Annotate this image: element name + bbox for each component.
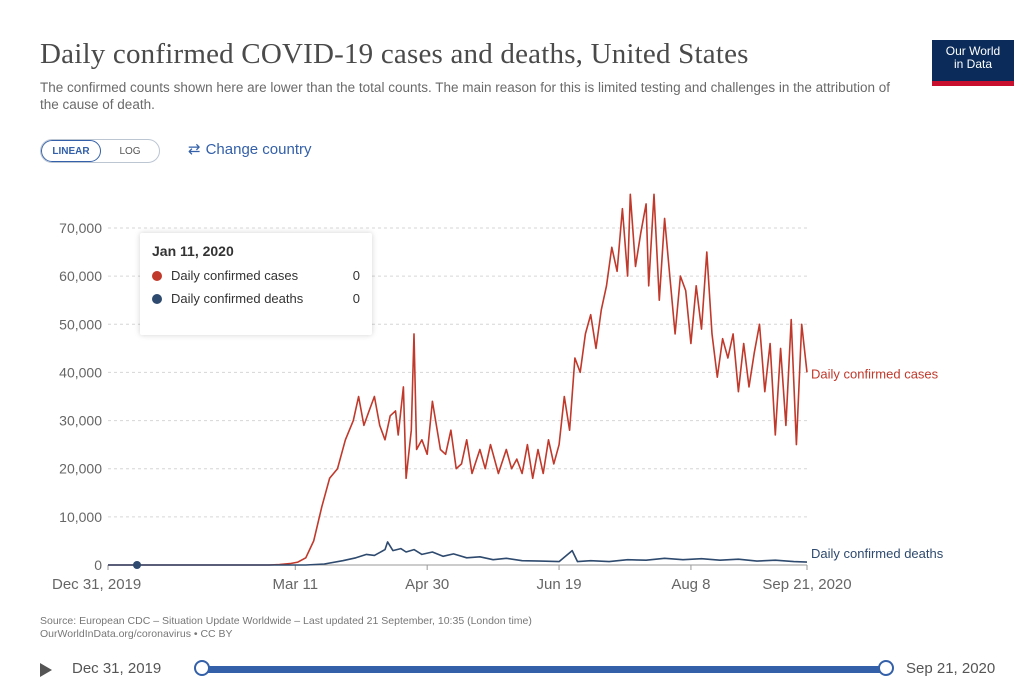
swap-arrows-icon: ⇄ [188, 141, 201, 158]
chart-subtitle: The confirmed counts shown here are lowe… [40, 80, 890, 112]
logo-line-2: in Data [953, 57, 993, 71]
hover-tooltip: Jan 11, 2020 Daily confirmed cases 0 Dai… [140, 233, 372, 335]
scale-option-linear[interactable]: LINEAR [41, 140, 101, 162]
tooltip-label-cases: Daily confirmed cases [171, 268, 299, 283]
deaths-color-dot [152, 293, 162, 304]
play-icon[interactable] [40, 663, 52, 677]
timeline-end-label: Sep 21, 2020 [906, 660, 996, 677]
tooltip-date: Jan 11, 2020 [152, 243, 234, 259]
tooltip-label-deaths: Daily confirmed deaths [171, 291, 304, 306]
tooltip-value-cases: 0 [352, 268, 360, 283]
source-line-2[interactable]: OurWorldInData.org/coronavirus • CC BY [40, 628, 233, 640]
cases-line [108, 193, 808, 566]
y-tick-label: 50,000 [59, 316, 102, 332]
tooltip-row-deaths: Daily confirmed deaths 0 [152, 291, 360, 306]
source-line-1: Source: European CDC – Situation Update … [40, 615, 532, 627]
cases-color-dot [152, 270, 162, 281]
source-note: Source: European CDC – Situation Update … [40, 615, 840, 641]
scale-option-log[interactable]: LOG [119, 145, 141, 157]
line-chart[interactable]: 0 10,000 20,000 30,000 40,000 50,000 60,000 70,… [0, 0, 1020, 610]
timeline: Dec 31, 2019 Sep 21, 2020 [0, 655, 1020, 681]
x-tick-label: Sep 21, 2020 [762, 576, 851, 593]
timeline-start-handle[interactable] [194, 660, 210, 676]
timeline-track[interactable] [202, 666, 886, 673]
chart-title: Daily confirmed COVID-19 cases and death… [40, 38, 749, 70]
x-tick-label: Apr 30 [405, 576, 449, 593]
y-tick-label: 0 [94, 557, 102, 573]
deaths-line [108, 541, 808, 566]
scale-toggle: LINEAR LOG [40, 139, 160, 163]
y-tick-label: 10,000 [59, 509, 102, 525]
x-tick-label: Dec 31, 2019 [52, 576, 141, 593]
y-tick-label: 40,000 [59, 364, 102, 380]
change-country-button[interactable]: ⇄ Change country [188, 140, 312, 159]
logo-accent-bar [932, 81, 1014, 86]
hover-point [133, 561, 142, 569]
logo-line-1: Our World [945, 44, 1001, 58]
y-tick-label: 70,000 [59, 220, 102, 236]
deaths-series-label: Daily confirmed deaths [811, 546, 944, 561]
x-tick-label: Mar 11 [272, 576, 318, 593]
y-tick-label: 60,000 [59, 268, 102, 284]
tooltip-row-cases: Daily confirmed cases 0 [152, 268, 360, 283]
timeline-end-handle[interactable] [878, 660, 894, 676]
cases-series-label: Daily confirmed cases [811, 366, 939, 381]
timeline-start-label: Dec 31, 2019 [72, 660, 162, 677]
change-country-label: Change country [205, 140, 312, 158]
owid-logo[interactable]: Our World in Data [932, 40, 1014, 86]
x-tick-label: Jun 19 [537, 576, 582, 593]
tooltip-value-deaths: 0 [352, 291, 360, 306]
y-tick-label: 30,000 [59, 413, 102, 429]
y-tick-label: 20,000 [59, 461, 102, 477]
x-tick-label: Aug 8 [671, 576, 710, 593]
